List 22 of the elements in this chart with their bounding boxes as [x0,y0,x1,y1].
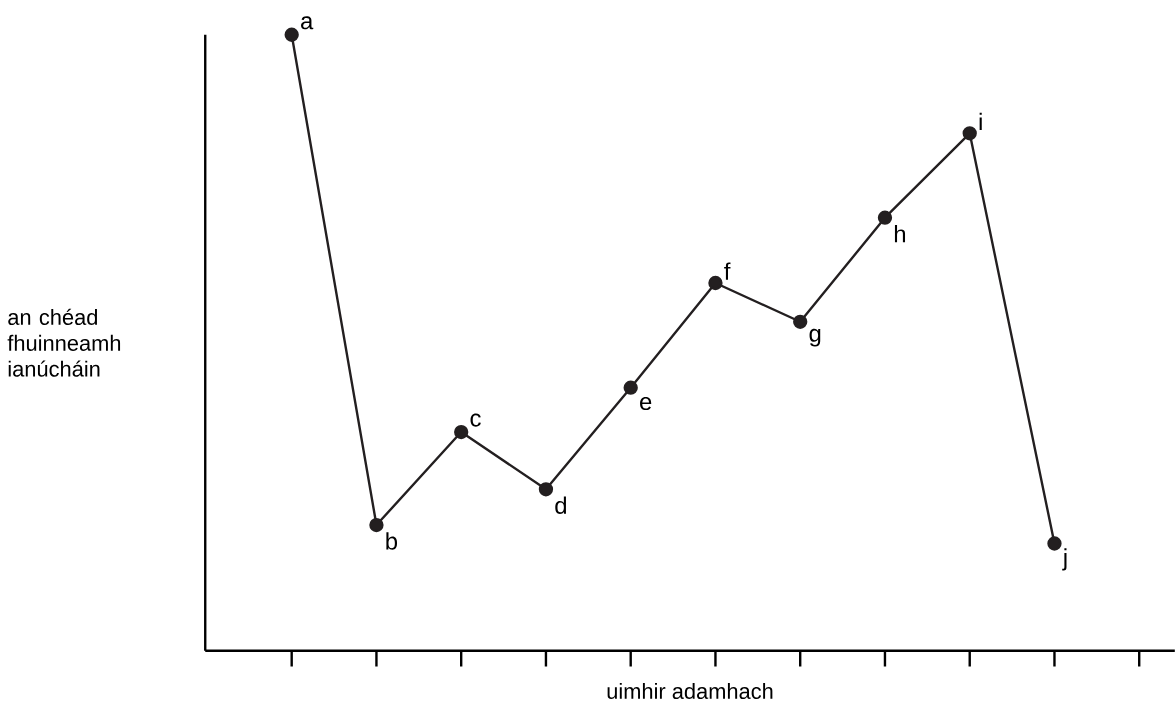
x-axis-title: uimhir adamhach [607,682,773,699]
annotation: d [555,496,567,514]
point [623,380,638,395]
annotation: e [640,396,652,410]
point [1047,536,1062,551]
annotation: f [724,262,731,280]
point [538,482,554,497]
annotation: b [386,532,398,550]
point [454,424,469,440]
y-axis-title: an chéad fhuinneamh ianúcháin [7,308,121,377]
annotation: j [1062,548,1067,571]
annotation: g [809,328,821,347]
point [284,27,299,42]
point [962,126,977,141]
annotation: i [979,112,982,130]
point [877,210,893,225]
point [708,275,723,290]
point [793,314,808,329]
annotation: c [470,413,481,427]
text: a [301,16,314,30]
annotation: h [894,224,906,243]
point [369,517,384,533]
